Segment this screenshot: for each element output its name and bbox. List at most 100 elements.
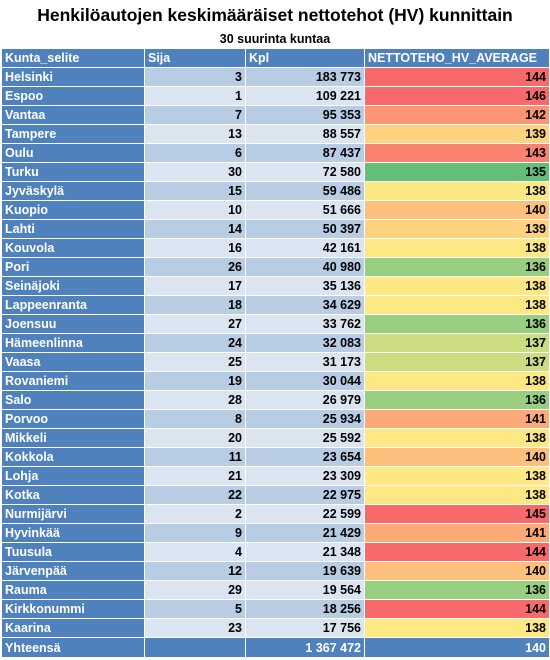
cell-nettoteho[interactable]: 138	[364, 428, 550, 448]
cell-kunta[interactable]: Kouvola	[1, 238, 145, 258]
total-hv[interactable]: 140	[364, 637, 550, 658]
cell-sija[interactable]: 4	[144, 542, 246, 562]
cell-nettoteho[interactable]: 137	[364, 333, 550, 353]
cell-nettoteho[interactable]: 138	[364, 618, 550, 638]
cell-sija[interactable]: 30	[144, 162, 246, 182]
cell-nettoteho[interactable]: 138	[364, 371, 550, 391]
cell-kunta[interactable]: Porvoo	[1, 409, 145, 429]
cell-kunta[interactable]: Mikkeli	[1, 428, 145, 448]
cell-kpl[interactable]: 31 173	[245, 352, 365, 372]
cell-kpl[interactable]: 21 348	[245, 542, 365, 562]
cell-kpl[interactable]: 51 666	[245, 200, 365, 220]
cell-sija[interactable]: 8	[144, 409, 246, 429]
cell-sija[interactable]: 20	[144, 428, 246, 448]
cell-kpl[interactable]: 19 639	[245, 561, 365, 581]
cell-kpl[interactable]: 21 429	[245, 523, 365, 543]
cell-sija[interactable]: 9	[144, 523, 246, 543]
cell-nettoteho[interactable]: 138	[364, 181, 550, 201]
cell-sija[interactable]: 1	[144, 86, 246, 106]
cell-kpl[interactable]: 25 592	[245, 428, 365, 448]
cell-kunta[interactable]: Lappeenranta	[1, 295, 145, 315]
cell-kunta[interactable]: Lohja	[1, 466, 145, 486]
cell-sija[interactable]: 15	[144, 181, 246, 201]
cell-kpl[interactable]: 34 629	[245, 295, 365, 315]
cell-kpl[interactable]: 87 437	[245, 143, 365, 163]
cell-kunta[interactable]: Rauma	[1, 580, 145, 600]
cell-kpl[interactable]: 59 486	[245, 181, 365, 201]
cell-nettoteho[interactable]: 145	[364, 504, 550, 524]
header-sija[interactable]: Sija	[144, 48, 246, 68]
cell-nettoteho[interactable]: 146	[364, 86, 550, 106]
cell-sija[interactable]: 13	[144, 124, 246, 144]
cell-sija[interactable]: 7	[144, 105, 246, 125]
cell-nettoteho[interactable]: 136	[364, 580, 550, 600]
cell-kunta[interactable]: Rovaniemi	[1, 371, 145, 391]
cell-nettoteho[interactable]: 138	[364, 295, 550, 315]
cell-nettoteho[interactable]: 142	[364, 105, 550, 125]
cell-kpl[interactable]: 88 557	[245, 124, 365, 144]
cell-sija[interactable]: 18	[144, 295, 246, 315]
cell-kunta[interactable]: Pori	[1, 257, 145, 277]
cell-sija[interactable]: 19	[144, 371, 246, 391]
cell-kunta[interactable]: Hämeenlinna	[1, 333, 145, 353]
cell-kpl[interactable]: 22 599	[245, 504, 365, 524]
cell-kpl[interactable]: 109 221	[245, 86, 365, 106]
header-kpl[interactable]: Kpl	[245, 48, 365, 68]
cell-kpl[interactable]: 33 762	[245, 314, 365, 334]
total-label[interactable]: Yhteensä	[1, 637, 145, 658]
cell-nettoteho[interactable]: 140	[364, 561, 550, 581]
cell-kunta[interactable]: Tampere	[1, 124, 145, 144]
cell-nettoteho[interactable]: 141	[364, 409, 550, 429]
cell-kunta[interactable]: Jyväskylä	[1, 181, 145, 201]
cell-sija[interactable]: 24	[144, 333, 246, 353]
cell-nettoteho[interactable]: 137	[364, 352, 550, 372]
cell-kpl[interactable]: 18 256	[245, 599, 365, 619]
cell-nettoteho[interactable]: 136	[364, 390, 550, 410]
cell-sija[interactable]: 28	[144, 390, 246, 410]
cell-kunta[interactable]: Nurmijärvi	[1, 504, 145, 524]
cell-sija[interactable]: 29	[144, 580, 246, 600]
cell-sija[interactable]: 26	[144, 257, 246, 277]
cell-kpl[interactable]: 19 564	[245, 580, 365, 600]
cell-nettoteho[interactable]: 144	[364, 67, 550, 87]
cell-kpl[interactable]: 72 580	[245, 162, 365, 182]
cell-kpl[interactable]: 26 979	[245, 390, 365, 410]
cell-nettoteho[interactable]: 136	[364, 257, 550, 277]
cell-sija[interactable]: 10	[144, 200, 246, 220]
cell-sija[interactable]: 16	[144, 238, 246, 258]
cell-nettoteho[interactable]: 144	[364, 599, 550, 619]
header-kunta[interactable]: Kunta_selite	[1, 48, 145, 68]
cell-kunta[interactable]: Lahti	[1, 219, 145, 239]
cell-kpl[interactable]: 30 044	[245, 371, 365, 391]
cell-kunta[interactable]: Turku	[1, 162, 145, 182]
cell-sija[interactable]: 27	[144, 314, 246, 334]
total-rank[interactable]	[144, 637, 246, 658]
total-count[interactable]: 1 367 472	[245, 637, 365, 658]
cell-kunta[interactable]: Espoo	[1, 86, 145, 106]
cell-kunta[interactable]: Salo	[1, 390, 145, 410]
cell-kunta[interactable]: Tuusula	[1, 542, 145, 562]
cell-nettoteho[interactable]: 139	[364, 124, 550, 144]
cell-nettoteho[interactable]: 139	[364, 219, 550, 239]
cell-sija[interactable]: 14	[144, 219, 246, 239]
cell-kunta[interactable]: Kotka	[1, 485, 145, 505]
cell-nettoteho[interactable]: 138	[364, 466, 550, 486]
cell-nettoteho[interactable]: 140	[364, 200, 550, 220]
cell-sija[interactable]: 22	[144, 485, 246, 505]
cell-kpl[interactable]: 25 934	[245, 409, 365, 429]
cell-nettoteho[interactable]: 135	[364, 162, 550, 182]
cell-kpl[interactable]: 40 980	[245, 257, 365, 277]
cell-kunta[interactable]: Kirkkonummi	[1, 599, 145, 619]
cell-kunta[interactable]: Helsinki	[1, 67, 145, 87]
cell-sija[interactable]: 2	[144, 504, 246, 524]
cell-kunta[interactable]: Järvenpää	[1, 561, 145, 581]
cell-kunta[interactable]: Vaasa	[1, 352, 145, 372]
cell-sija[interactable]: 3	[144, 67, 246, 87]
cell-nettoteho[interactable]: 138	[364, 485, 550, 505]
cell-kpl[interactable]: 35 136	[245, 276, 365, 296]
cell-kunta[interactable]: Kokkola	[1, 447, 145, 467]
cell-kunta[interactable]: Kaarina	[1, 618, 145, 638]
cell-sija[interactable]: 5	[144, 599, 246, 619]
cell-sija[interactable]: 23	[144, 618, 246, 638]
cell-kpl[interactable]: 23 309	[245, 466, 365, 486]
